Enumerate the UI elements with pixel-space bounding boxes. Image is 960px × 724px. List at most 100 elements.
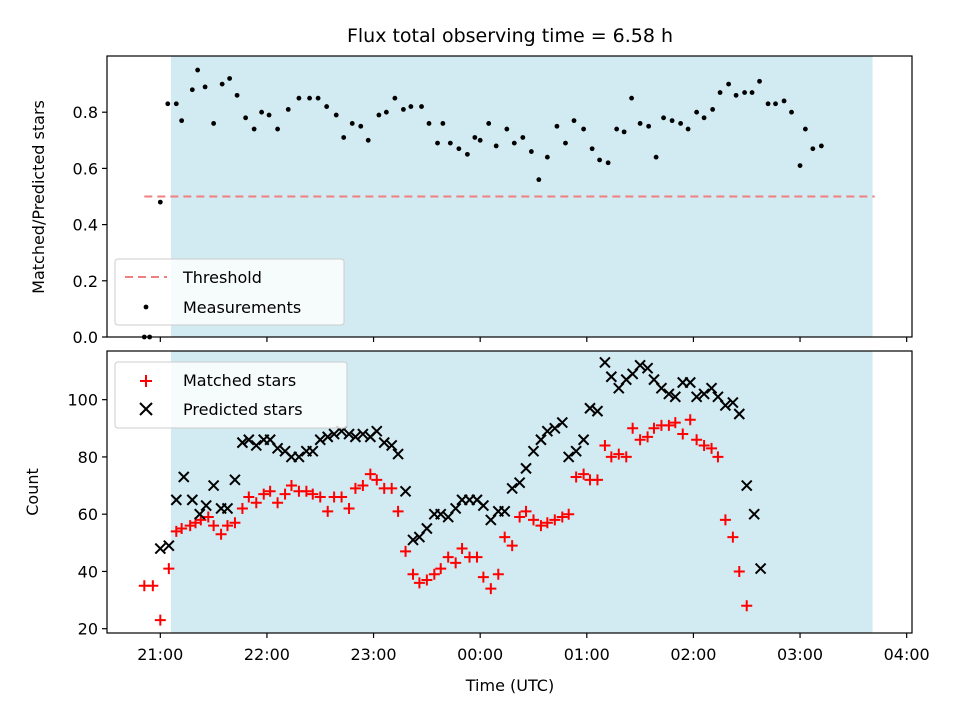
predicted-star-point <box>435 508 447 520</box>
matched-star-point <box>549 514 561 526</box>
matched-star-point <box>541 517 553 529</box>
matched-star-point <box>215 528 227 540</box>
measurement-point <box>757 78 762 84</box>
measurement-point <box>173 101 179 107</box>
predicted-star-point <box>655 382 668 394</box>
measurement-point <box>685 126 691 132</box>
matched-star-point <box>336 491 348 503</box>
measurement-point <box>365 137 371 143</box>
matched-star-point <box>663 419 675 431</box>
measurement-point <box>678 121 684 126</box>
measurement-point <box>195 67 201 73</box>
predicted-star-point <box>599 356 611 369</box>
predicted-star-point <box>194 508 206 520</box>
predicted-star-point <box>641 362 654 374</box>
measurement-point <box>781 98 787 104</box>
matched-star-point <box>371 474 383 486</box>
predicted-star-point <box>669 391 682 403</box>
matched-star-point <box>147 580 159 592</box>
measurement-point <box>749 90 755 95</box>
predicted-star-point <box>513 476 526 489</box>
predicted-star-point <box>754 562 767 575</box>
predicted-star-point <box>605 371 618 383</box>
matched-star-point <box>527 514 539 526</box>
predicted-star-point <box>328 428 340 440</box>
count-y-tick-label: 80 <box>78 448 98 467</box>
measurement-point <box>157 199 163 205</box>
predicted-star-point <box>271 442 284 455</box>
matched-star-point <box>599 439 611 451</box>
measurement-point <box>440 121 446 126</box>
predicted-star-point <box>741 479 753 492</box>
measurement-point <box>733 92 739 98</box>
predicted-star-point <box>541 425 554 437</box>
matched-star-point <box>684 414 696 426</box>
measurement-point <box>401 106 406 112</box>
matched-star-point <box>285 480 297 492</box>
predicted-star-point <box>562 451 575 463</box>
ratio-legend: Threshold Measurements <box>114 258 345 326</box>
measurement-point <box>661 115 666 121</box>
matched-star-point <box>386 482 398 494</box>
matched-star-point <box>307 488 319 500</box>
ratio-y-tick-label: 0.4 <box>73 216 98 235</box>
predicted-star-point <box>535 434 547 446</box>
predicted-star-point <box>705 382 718 394</box>
measurement-point <box>376 112 382 118</box>
predicted-star-point <box>385 439 398 452</box>
measurement-point <box>605 160 611 166</box>
matched-star-point <box>322 505 334 517</box>
measurement-point <box>789 109 794 115</box>
measurement-point <box>266 112 272 118</box>
x-tick-label: 23:00 <box>351 645 397 664</box>
predicted-star-point <box>684 376 696 389</box>
predicted-star-point <box>570 445 582 457</box>
measurement-point <box>307 95 312 101</box>
measurement-point <box>349 121 355 126</box>
predicted-star-point <box>200 499 212 512</box>
count-legend: Matched stars Predicted stars <box>114 361 348 429</box>
measurement-point <box>629 95 634 101</box>
measurement-point <box>614 126 620 132</box>
measurement-point <box>710 106 716 112</box>
matched-star-point <box>243 491 255 503</box>
measurement-point <box>227 76 233 81</box>
matched-star-point <box>250 497 262 509</box>
x-axis-label: Time (UTC) <box>465 676 554 695</box>
measurement-point <box>520 135 526 140</box>
measurement-point <box>637 121 643 126</box>
matched-star-point <box>154 614 166 626</box>
measurement-point <box>554 123 560 129</box>
predicted-star-point <box>357 428 369 440</box>
predicted-star-point <box>349 431 362 443</box>
predicted-star-point <box>307 445 319 457</box>
matched-star-point <box>634 434 646 446</box>
predicted-star-point <box>178 471 190 483</box>
measurement-point <box>234 92 240 98</box>
matched-star-point <box>677 428 689 440</box>
measurement-point <box>179 118 185 124</box>
matched-star-point <box>400 545 412 557</box>
predicted-star-point <box>236 436 249 449</box>
matched-star-point <box>421 574 433 586</box>
matched-star-point <box>514 511 526 523</box>
matched-star-point <box>563 508 575 520</box>
matched-star-point <box>578 468 590 480</box>
predicted-star-point <box>371 425 383 437</box>
measurement-point <box>563 140 568 146</box>
measurement-point <box>694 109 700 115</box>
matched-star-point <box>520 505 532 517</box>
matched-star-point <box>176 523 188 535</box>
matched-star-point <box>471 551 483 563</box>
predicted-star-point <box>577 434 590 446</box>
measurement-point <box>504 126 510 132</box>
count-panel-frame <box>106 350 913 634</box>
x-tick-label: 01:00 <box>564 645 610 664</box>
matched-star-point <box>506 540 518 552</box>
measurement-point <box>251 126 257 132</box>
matched-star-point <box>698 439 710 451</box>
measurement-point <box>493 143 499 149</box>
matched-star-point <box>669 417 681 429</box>
matched-star-point <box>428 568 440 580</box>
matched-star-point <box>492 568 504 580</box>
